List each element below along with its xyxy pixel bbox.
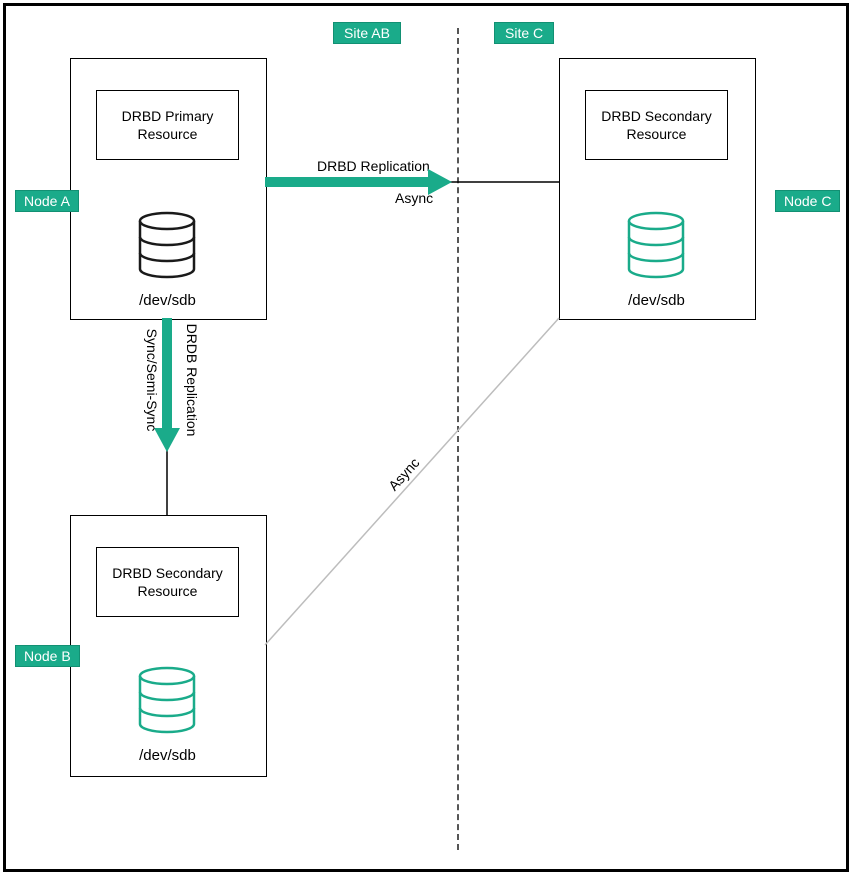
site-divider — [457, 28, 459, 850]
node-a-resource-box: DRBD PrimaryResource — [96, 90, 239, 160]
node-c-resource-label: DRBD SecondaryResource — [601, 107, 712, 143]
node-a-dev-label: /dev/sdb — [70, 292, 265, 309]
node-b-dev-label: /dev/sdb — [70, 747, 265, 764]
node-a-tag: Node A — [15, 190, 79, 212]
node-c-dev-label: /dev/sdb — [559, 292, 754, 309]
node-b-resource-label: DRBD SecondaryResource — [112, 564, 223, 600]
site-ab-tag: Site AB — [333, 22, 401, 44]
site-c-tag: Site C — [494, 22, 554, 44]
node-b-tag: Node B — [15, 645, 80, 667]
node-b-resource-box: DRBD SecondaryResource — [96, 547, 239, 617]
node-c-tag: Node C — [775, 190, 840, 212]
arrow-a-to-c-label-top: DRBD Replication — [317, 158, 430, 174]
diagram-canvas: Site AB Site C DRBD PrimaryResource Node… — [0, 0, 852, 875]
node-a-resource-label: DRBD PrimaryResource — [122, 107, 214, 143]
arrow-a-to-c-label-bottom: Async — [395, 190, 433, 206]
node-c-resource-box: DRBD SecondaryResource — [585, 90, 728, 160]
